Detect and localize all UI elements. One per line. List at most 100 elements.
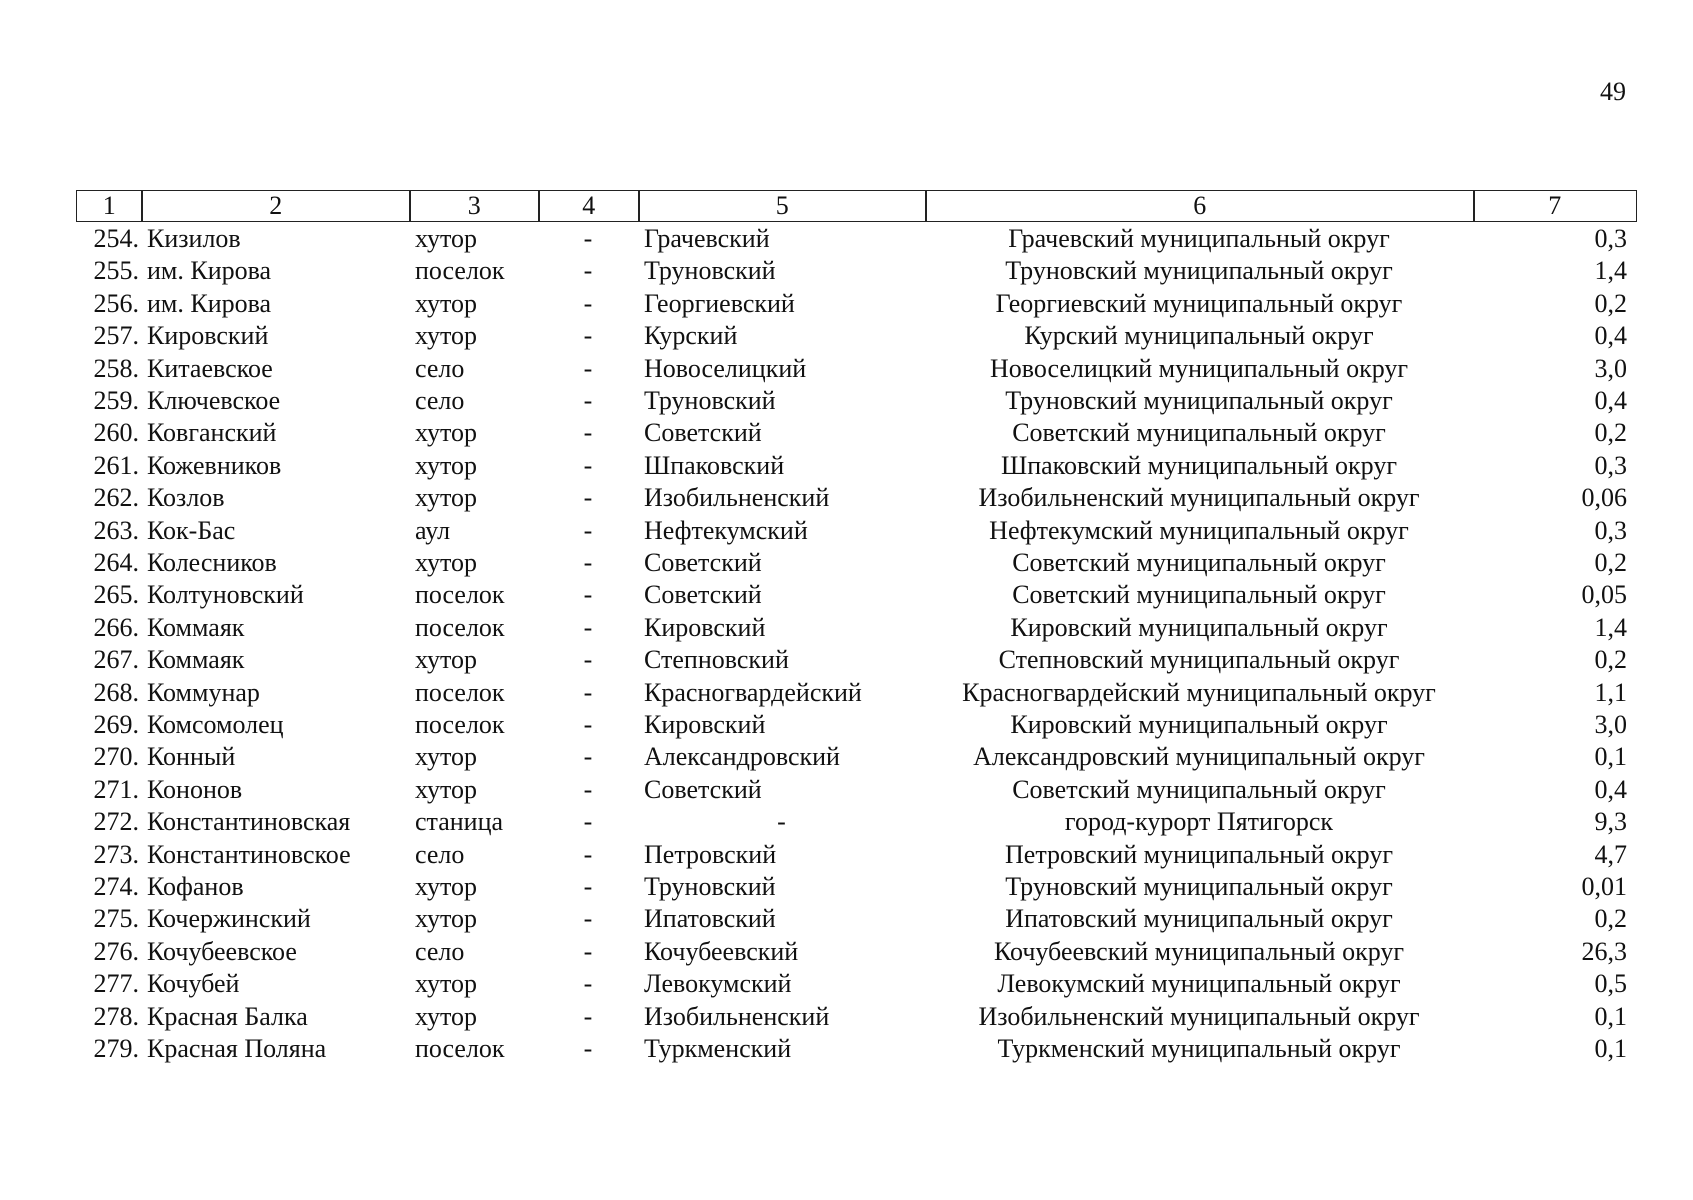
row-number: 268. [93, 677, 140, 707]
value: 0,3 [1594, 450, 1628, 480]
value: 3,0 [1594, 353, 1628, 383]
municipal-okrug: Александровский муниципальный округ [973, 742, 1425, 772]
district: Кочубеевский [644, 936, 799, 966]
row-number: 263. [93, 515, 140, 545]
column-4: - [583, 450, 593, 480]
column-4: - [583, 710, 593, 739]
municipal-okrug: Кировский муниципальный округ [1010, 612, 1388, 642]
row-number: 264. [93, 548, 140, 577]
settlement-name: Кочержинский [147, 904, 311, 934]
column-4: - [583, 256, 593, 286]
row-number: 270. [93, 742, 140, 772]
header-cell: 7 [1473, 190, 1637, 222]
settlement-name: Колесников [147, 548, 277, 577]
municipal-okrug: Нефтекумский муниципальный округ [989, 515, 1409, 545]
municipal-okrug: Новоселицкий муниципальный округ [989, 353, 1409, 383]
value: 1,4 [1594, 256, 1628, 286]
settlement-type: станица [415, 807, 504, 837]
value: 0,4 [1594, 386, 1628, 415]
settlement-name: Кочубей [147, 969, 240, 999]
district: Туркменский [644, 1034, 792, 1063]
row-number: 279. [93, 1034, 140, 1063]
settlement-type: хутор [415, 774, 478, 804]
municipal-okrug: Советский муниципальный округ [1012, 418, 1386, 448]
settlement-name: им. Кирова [147, 256, 272, 286]
value: 0,1 [1594, 1001, 1628, 1031]
column-4: - [583, 1034, 593, 1063]
settlement-name: Козлов [147, 483, 225, 513]
value: 26,3 [1581, 936, 1628, 966]
settlement-type: село [415, 936, 465, 966]
column-4: - [583, 288, 593, 318]
settlement-name: Конный [147, 742, 236, 772]
settlement-type: хутор [415, 321, 478, 351]
value: 0,2 [1594, 904, 1628, 934]
district: Труновский [644, 256, 776, 286]
settlement-type: аул [415, 515, 451, 545]
municipal-okrug: Кочубеевский муниципальный округ [993, 936, 1405, 966]
settlement-type: село [415, 386, 465, 415]
column-4: - [583, 936, 593, 966]
column-4: - [583, 548, 593, 577]
value: 0,2 [1594, 288, 1628, 318]
settlement-type: хутор [415, 969, 478, 999]
district: Шпаковский [644, 450, 785, 480]
value: 0,01 [1581, 872, 1628, 901]
column-4: - [583, 418, 593, 448]
settlement-name: Кизилов [147, 224, 241, 253]
district: Советский [644, 580, 762, 610]
municipal-okrug: Труновский муниципальный округ [1005, 872, 1393, 901]
column-4: - [583, 515, 593, 545]
settlement-type: хутор [415, 548, 478, 577]
settlement-name: Китаевское [147, 353, 273, 383]
value: 1,4 [1594, 612, 1628, 642]
column-4: - [583, 774, 593, 804]
row-number: 260. [93, 418, 140, 448]
district: - [777, 807, 786, 837]
row-number: 277. [93, 969, 140, 999]
column-4: - [583, 321, 593, 351]
district: Советский [644, 418, 762, 448]
row-number: 276. [93, 936, 140, 966]
row-number: 258. [93, 353, 140, 383]
settlement-name: Коммаяк [147, 645, 245, 675]
settlement-type: поселок [415, 580, 505, 610]
municipal-okrug: Труновский муниципальный округ [1005, 256, 1393, 286]
municipal-okrug: Советский муниципальный округ [1012, 548, 1386, 577]
column-4: - [583, 483, 593, 513]
settlement-type: хутор [415, 224, 478, 253]
column-4: - [583, 969, 593, 999]
row-number: 269. [93, 710, 140, 739]
settlement-name: Ковганский [147, 418, 277, 448]
settlement-type: поселок [415, 677, 505, 707]
district: Изобильненский [644, 483, 830, 513]
district: Грачевский [644, 224, 770, 253]
value: 9,3 [1594, 807, 1628, 837]
settlement-name: Комсомолец [147, 710, 284, 739]
municipal-okrug: город-курорт Пятигорск [1064, 807, 1334, 837]
district: Труновский [644, 386, 776, 415]
settlement-name: Колтуновский [147, 580, 304, 610]
row-number: 265. [93, 580, 140, 610]
value: 0,1 [1594, 742, 1628, 772]
district: Кировский [644, 612, 766, 642]
value: 4,7 [1594, 839, 1628, 869]
value: 0,3 [1594, 224, 1628, 253]
settlement-type: село [415, 353, 465, 383]
column-4: - [583, 807, 593, 837]
row-number: 254. [93, 224, 140, 253]
settlement-name: Кочубеевское [147, 936, 297, 966]
municipal-okrug: Левокумский муниципальный округ [997, 969, 1401, 999]
value: 0,2 [1594, 548, 1628, 577]
value: 0,05 [1581, 580, 1628, 610]
settlement-name: им. Кирова [147, 288, 272, 318]
header-cell: 4 [538, 190, 640, 222]
row-number: 272. [93, 807, 140, 837]
municipal-okrug: Советский муниципальный округ [1012, 774, 1386, 804]
district: Труновский [644, 872, 776, 901]
district: Петровский [644, 839, 777, 869]
municipal-okrug: Труновский муниципальный округ [1005, 386, 1393, 415]
header-cell: 6 [925, 190, 1475, 222]
settlement-type: хутор [415, 872, 478, 901]
column-4: - [583, 386, 593, 415]
